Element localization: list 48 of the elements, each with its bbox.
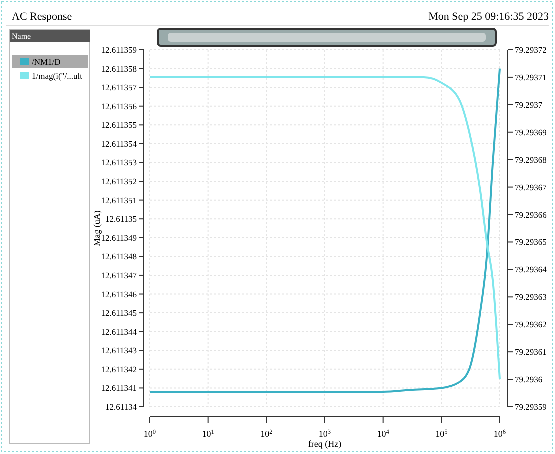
y-tick-label: 12.611352 <box>101 176 137 187</box>
y-tick-label: 12.61135 <box>105 214 137 224</box>
x-tick-label: 10$^{6}$ <box>494 428 506 439</box>
chart-subtitle: Mon Sep 25 09:16:35 2023 <box>428 11 550 23</box>
y-tick-label: 12.611358 <box>101 64 137 74</box>
y2-tick-label: 79.2937 <box>515 100 543 110</box>
y-tick-label: 12.611349 <box>101 232 137 243</box>
y-tick-label: 12.611353 <box>101 158 137 168</box>
y2-tick-label: 79.29371 <box>515 72 547 82</box>
x-tick-label: 10$^{3}$ <box>318 428 332 439</box>
y-tick-label: 12.611356 <box>101 101 137 112</box>
y-tick-label: 12.611355 <box>101 120 137 130</box>
y2-tick-label: 79.29369 <box>515 127 547 138</box>
x-axis-title: freq (Hz) <box>308 439 342 449</box>
y2-tick-label: 79.29365 <box>515 237 547 248</box>
y-axis-title: Mag (uA) <box>92 210 102 246</box>
y2-tick-label: 79.29363 <box>515 292 547 302</box>
y-tick-label: 12.611351 <box>101 195 137 206</box>
y-tick-label: 12.611344 <box>101 326 138 337</box>
y-tick-label: 12.611343 <box>101 346 137 356</box>
x-tick-label: 10$^{2}$ <box>260 428 273 439</box>
y2-tick-label: 79.29367 <box>515 182 547 192</box>
y-tick-label: 12.611342 <box>101 364 137 374</box>
y-tick-label: 12.611354 <box>101 138 138 149</box>
legend-title: Name <box>12 32 32 41</box>
y-tick-label: 12.611345 <box>101 308 137 318</box>
y2-tick-label: 79.29359 <box>515 402 547 412</box>
y2-tick-label: 79.29366 <box>515 210 547 220</box>
y2-tick-label: 79.2936 <box>515 374 543 385</box>
x-tick-label: 10$^{0}$ <box>144 428 156 439</box>
y2-tick-label: 79.29361 <box>515 347 547 358</box>
x-tick-label: 10$^{1}$ <box>202 428 214 439</box>
y-tick-label: 12.611346 <box>101 289 137 300</box>
y-tick-label: 12.611348 <box>101 252 137 262</box>
x-tick-label: 10$^{5}$ <box>436 428 448 439</box>
y-tick-label: 12.611359 <box>101 45 137 55</box>
y2-tick-label: 79.29362 <box>515 320 547 330</box>
y2-tick-label: 79.29368 <box>515 154 547 165</box>
legend-label: /NM1/D <box>32 57 61 67</box>
legend-label: 1/mag(i("/...ult <box>32 71 84 81</box>
y-tick-label: 12.61134 <box>105 402 138 412</box>
y-tick-label: 12.611341 <box>101 383 137 394</box>
y2-tick-label: 79.29364 <box>515 264 548 275</box>
y-tick-label: 12.611347 <box>101 270 137 280</box>
x-tick-label: 10$^{4}$ <box>377 428 390 439</box>
text: AC Response <box>12 11 72 23</box>
y-tick-label: 12.611357 <box>101 82 137 93</box>
y2-tick-label: 79.29372 <box>515 45 547 55</box>
